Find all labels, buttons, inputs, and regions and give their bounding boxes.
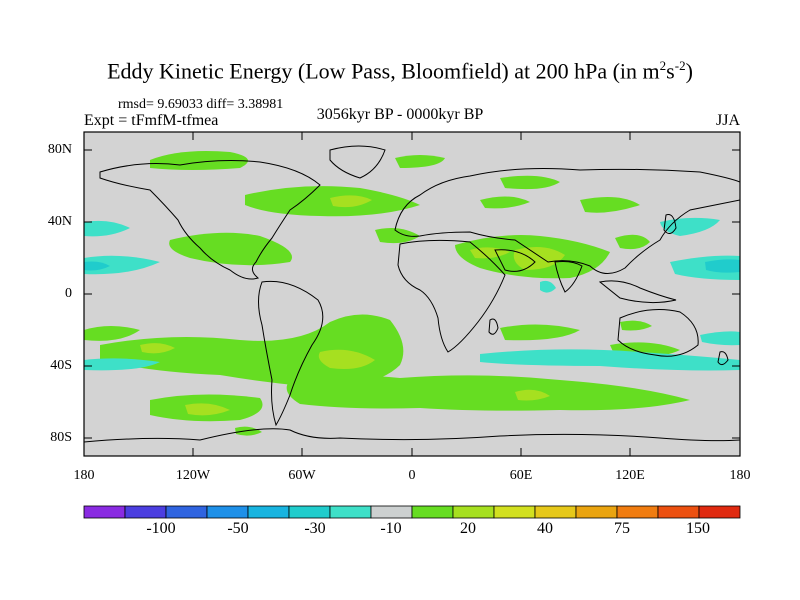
colorbar-swatch bbox=[288, 505, 331, 519]
colorbar-label: 20 bbox=[460, 520, 476, 537]
contour-positive bbox=[330, 195, 372, 208]
coastline-madagascar bbox=[488, 318, 499, 335]
colorbar-swatch bbox=[657, 505, 700, 519]
coastline-new-zealand bbox=[717, 351, 729, 366]
contour-positive bbox=[395, 155, 445, 168]
colorbar-swatch bbox=[493, 505, 536, 519]
lon-label-60w: 60W bbox=[288, 468, 316, 483]
time-period-label: 3056kyr BP - 0000kyr BP bbox=[316, 106, 484, 123]
contour-positive bbox=[515, 389, 550, 401]
colorbar-label: -100 bbox=[146, 520, 176, 537]
lon-label-60e: 60E bbox=[509, 468, 533, 483]
coastline-north-america bbox=[99, 160, 321, 280]
colorbar-swatch bbox=[411, 505, 454, 519]
lon-label-120w: 120W bbox=[175, 468, 211, 483]
contour-negative bbox=[84, 261, 110, 271]
lat-label-40n: 40N bbox=[47, 214, 72, 229]
contour-positive bbox=[318, 349, 375, 369]
contour-negative bbox=[480, 349, 740, 371]
contour-positive bbox=[375, 228, 420, 244]
colorbar-label: -10 bbox=[380, 520, 402, 537]
colorbar-swatch bbox=[165, 505, 208, 519]
colorbar-label: 150 bbox=[686, 520, 710, 537]
colorbar-swatch bbox=[370, 505, 413, 519]
contour-negative bbox=[705, 259, 740, 273]
contour-negative bbox=[84, 255, 160, 275]
colorbar-label: 75 bbox=[614, 520, 630, 537]
colorbar bbox=[83, 505, 741, 519]
contour-negative bbox=[540, 280, 556, 293]
contour-negative bbox=[700, 331, 740, 346]
lon-label-180-left: 180 bbox=[73, 468, 95, 483]
colorbar-swatch bbox=[83, 505, 126, 519]
contour-positive bbox=[150, 151, 248, 170]
colorbar-label: 40 bbox=[537, 520, 553, 537]
coastlines bbox=[84, 145, 740, 443]
contour-negative bbox=[84, 220, 130, 237]
lon-label-0: 0 bbox=[408, 468, 416, 483]
contour-positive bbox=[480, 196, 530, 209]
contour-positive bbox=[615, 234, 650, 250]
contour-positive bbox=[620, 320, 652, 331]
contour-positive bbox=[100, 314, 404, 388]
coastline-india bbox=[554, 261, 583, 293]
contour-positive bbox=[84, 326, 140, 341]
contour-negative bbox=[84, 358, 160, 371]
colorbar-swatch bbox=[534, 505, 577, 519]
coastline-south-america bbox=[258, 280, 324, 427]
experiment-label: Expt = tFmfM-tfmea bbox=[84, 112, 219, 129]
lat-label-40s: 40S bbox=[50, 358, 72, 373]
contour-positive bbox=[513, 246, 565, 270]
coastline-greenland bbox=[329, 145, 386, 179]
contour-positive bbox=[500, 324, 580, 341]
coastline-australia bbox=[617, 309, 699, 357]
coastline-antarctica bbox=[84, 428, 740, 443]
colorbar-swatch bbox=[124, 505, 167, 519]
contour-positive bbox=[169, 232, 292, 266]
colorbar-label: -50 bbox=[227, 520, 249, 537]
rmsd-diff-stats: rmsd= 9.69033 diff= 3.38981 bbox=[118, 97, 284, 112]
coastline-arabia bbox=[494, 249, 536, 272]
colorbar-label: -30 bbox=[304, 520, 326, 537]
coastline-africa bbox=[397, 239, 506, 353]
contour-positive bbox=[235, 426, 262, 436]
lon-label-180-right: 180 bbox=[729, 468, 751, 483]
plot-title: Eddy Kinetic Energy (Low Pass, Bloomfiel… bbox=[107, 58, 693, 84]
season-label: JJA bbox=[716, 112, 741, 129]
contour-positive bbox=[140, 343, 175, 354]
colorbar-swatch bbox=[329, 505, 372, 519]
contour-positive bbox=[580, 196, 640, 213]
coastline-indonesia bbox=[598, 280, 677, 304]
coastline-eurasia bbox=[394, 167, 740, 274]
contour-positive bbox=[185, 403, 230, 416]
axis-ticks bbox=[84, 132, 740, 456]
colorbar-swatch bbox=[698, 505, 741, 519]
lat-label-80n: 80N bbox=[47, 142, 72, 157]
lat-label-80s: 80S bbox=[50, 430, 72, 445]
colorbar-swatch bbox=[575, 505, 618, 519]
colorbar-swatch bbox=[452, 505, 495, 519]
contour-positive bbox=[500, 175, 560, 190]
colorbar-swatch bbox=[247, 505, 290, 519]
lon-label-120e: 120E bbox=[615, 468, 645, 483]
colorbar-swatch bbox=[616, 505, 659, 519]
coastline-japan bbox=[663, 214, 677, 234]
contour-positive bbox=[286, 375, 690, 411]
colorbar-swatch bbox=[206, 505, 249, 519]
lat-label-0: 0 bbox=[65, 286, 72, 301]
